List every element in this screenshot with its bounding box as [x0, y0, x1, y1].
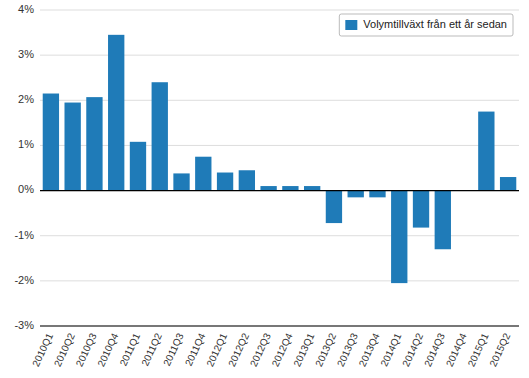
bar — [500, 177, 516, 191]
bar — [326, 191, 342, 224]
bar — [478, 112, 494, 191]
grid-line — [40, 190, 519, 191]
bars — [43, 35, 517, 283]
y-tick-label: 1% — [18, 138, 34, 150]
bar — [108, 35, 124, 191]
y-tick-label: -3% — [14, 319, 34, 331]
legend-label: Volymtillväxt från ett år sedan — [363, 18, 507, 30]
x-axis: 2010Q12010Q22010Q32010Q42011Q12011Q22011… — [30, 331, 512, 368]
legend-frame — [339, 14, 513, 36]
bar — [304, 186, 320, 191]
y-tick-label: -2% — [14, 274, 34, 286]
bar — [43, 94, 59, 191]
y-tick-label: 0% — [18, 183, 34, 195]
legend: Volymtillväxt från ett år sedan — [339, 14, 513, 36]
chart-svg: -3% -2% -1% 0% 1% 2% 3% 4% 2010Q12010Q22010Q3201… — [0, 0, 529, 378]
bar — [217, 173, 233, 191]
bar — [173, 173, 189, 190]
bar — [369, 191, 385, 198]
y-tick-label: 3% — [18, 48, 34, 60]
bar — [348, 191, 364, 198]
y-tick-label: -1% — [14, 229, 34, 241]
legend-swatch — [345, 20, 357, 30]
grid-line — [40, 280, 519, 281]
bar — [130, 142, 146, 191]
y-axis: -3% -2% -1% 0% 1% 2% 3% 4% — [14, 3, 519, 331]
bar — [282, 186, 298, 191]
bar — [195, 157, 211, 191]
y-tick-label: 2% — [18, 93, 34, 105]
grid-line — [40, 10, 519, 11]
bar — [86, 97, 102, 190]
bar — [260, 186, 276, 191]
bar — [64, 103, 80, 191]
bar — [435, 191, 451, 250]
bar — [391, 191, 407, 284]
grid-line — [40, 326, 519, 327]
zero-line — [40, 190, 519, 191]
x-tick-label: 2015Q2 — [487, 331, 512, 368]
chart-container: -3% -2% -1% 0% 1% 2% 3% 4% 2010Q12010Q22010Q3201… — [0, 0, 529, 378]
y-tick-label: 4% — [18, 3, 34, 15]
x-axis-line — [40, 326, 519, 327]
bar — [239, 170, 255, 190]
bar — [413, 191, 429, 228]
bar — [152, 82, 168, 190]
